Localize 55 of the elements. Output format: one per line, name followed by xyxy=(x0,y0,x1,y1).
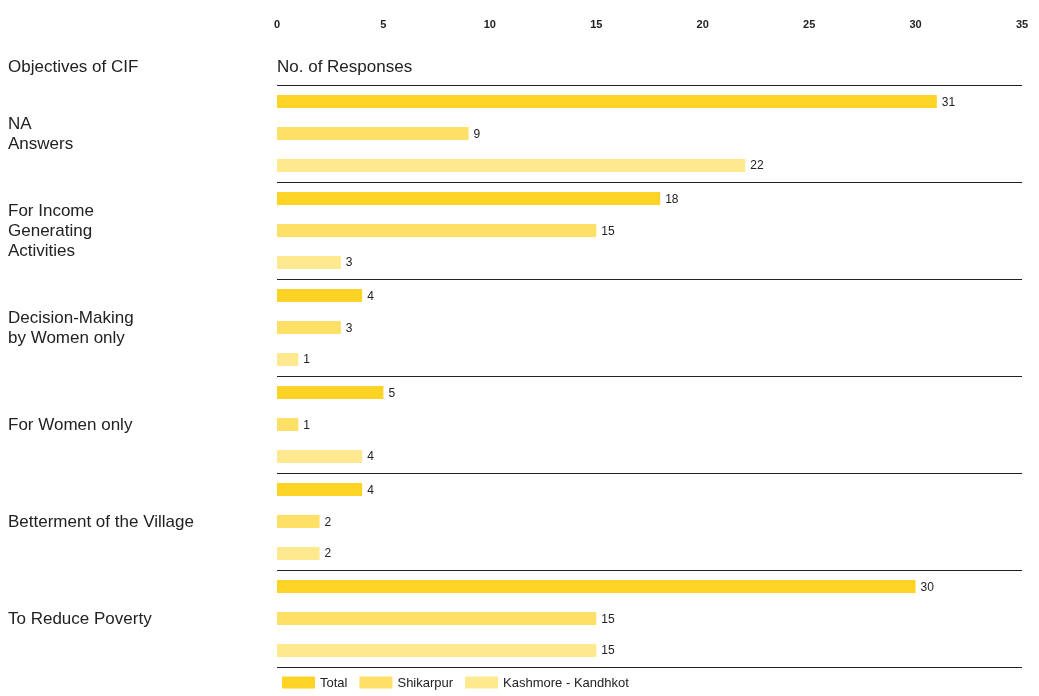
x-tick-label: 35 xyxy=(1015,17,1029,30)
data-label: 22 xyxy=(750,158,764,173)
x-tick-label: 0 xyxy=(273,17,281,30)
legend-label: Total xyxy=(320,675,348,690)
bar xyxy=(277,192,661,206)
data-label: 3 xyxy=(345,320,353,335)
data-label: 2 xyxy=(324,514,332,529)
x-tick-label: 30 xyxy=(909,17,922,30)
data-label: 4 xyxy=(367,288,375,303)
legend-label: Shikarpur xyxy=(397,675,454,690)
y-tick-label: Betterment of the Village xyxy=(8,512,194,531)
bar xyxy=(277,321,341,334)
y-axis-title: Objectives of CIF xyxy=(8,57,139,76)
x-axis-title: No. of Responses xyxy=(277,57,413,76)
bar xyxy=(277,255,341,269)
data-label: 3 xyxy=(345,255,353,270)
bar xyxy=(277,418,299,431)
data-label: 1 xyxy=(303,352,311,367)
y-tick-label: For Women only xyxy=(8,415,133,434)
x-tick-label: 25 xyxy=(803,17,816,30)
bar xyxy=(277,158,746,172)
bar xyxy=(277,612,597,625)
bar xyxy=(277,289,363,303)
y-tick-label: For Income Generating Activities xyxy=(8,201,94,260)
legend-label: Kashmore - Kandhkot xyxy=(503,675,630,690)
data-label: 30 xyxy=(920,579,935,594)
data-label: 18 xyxy=(665,191,679,206)
x-tick-label: 15 xyxy=(590,17,603,30)
data-label: 4 xyxy=(367,482,375,497)
bar xyxy=(277,483,363,497)
x-tick-label: 5 xyxy=(380,17,387,30)
data-label: 9 xyxy=(473,126,481,141)
bar xyxy=(277,95,937,109)
x-tick-label: 20 xyxy=(696,17,709,30)
bar xyxy=(277,224,597,237)
y-tick-label: NA Answers xyxy=(8,114,74,153)
bar xyxy=(277,449,363,463)
data-label: 2 xyxy=(324,546,332,561)
data-label: 15 xyxy=(601,643,615,658)
bar xyxy=(277,643,597,657)
data-label: 5 xyxy=(388,385,396,400)
bar xyxy=(277,127,469,140)
y-tick-label: To Reduce Poverty xyxy=(8,609,153,628)
bar xyxy=(277,546,320,560)
data-label: 15 xyxy=(601,223,615,238)
bar xyxy=(277,352,299,366)
bar xyxy=(277,580,916,594)
bar xyxy=(277,386,384,400)
bar xyxy=(277,515,320,528)
y-tick-label: Decision-Making by Women only xyxy=(8,308,134,347)
data-label: 15 xyxy=(601,611,615,626)
data-label: 31 xyxy=(941,94,956,109)
data-label: 1 xyxy=(303,417,311,432)
x-tick-label: 10 xyxy=(483,17,496,30)
data-label: 4 xyxy=(367,449,375,464)
